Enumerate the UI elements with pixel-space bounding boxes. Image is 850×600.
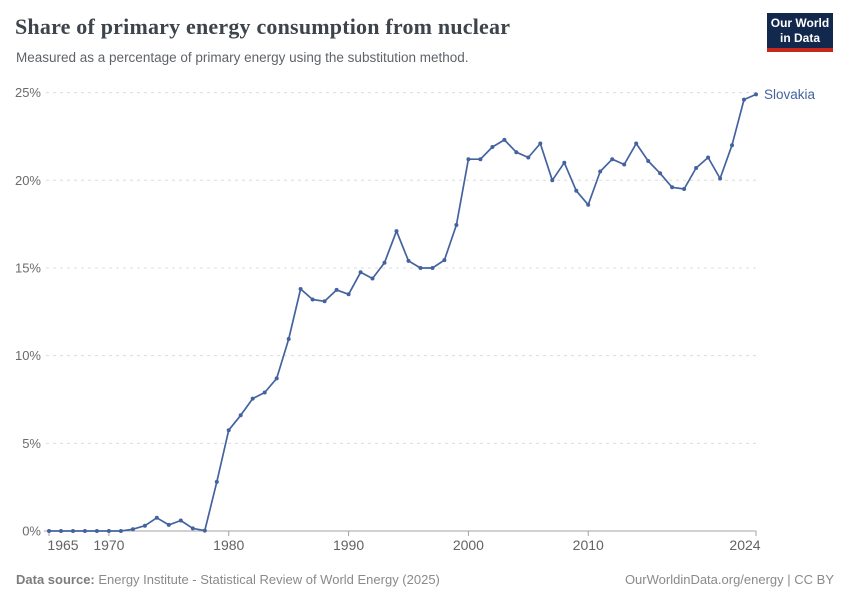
data-point-2009[interactable] (574, 188, 579, 193)
data-point-2021[interactable] (718, 176, 723, 181)
data-point-1979[interactable] (214, 479, 219, 484)
x-axis-tick-label: 2010 (573, 537, 604, 553)
data-point-2016[interactable] (658, 171, 663, 176)
data-point-1983[interactable] (262, 390, 267, 395)
data-point-2018[interactable] (682, 187, 687, 191)
data-point-2020[interactable] (706, 155, 711, 160)
x-axis-tick-label: 2000 (453, 537, 484, 553)
data-point-1974[interactable] (154, 515, 159, 520)
chart-subtitle: Measured as a percentage of primary ener… (16, 50, 469, 65)
y-axis-tick-label: 20% (15, 173, 41, 188)
data-point-2019[interactable] (694, 166, 699, 170)
data-point-2003[interactable] (502, 137, 507, 142)
footer: Data source: Energy Institute - Statisti… (16, 572, 834, 587)
data-point-1971[interactable] (118, 529, 123, 533)
data-point-1966[interactable] (59, 529, 63, 533)
data-point-1992[interactable] (370, 276, 375, 281)
data-point-1978[interactable] (202, 528, 207, 533)
data-point-1986[interactable] (298, 287, 303, 291)
page-title: Share of primary energy consumption from… (15, 14, 511, 39)
data-point-2023[interactable] (742, 97, 746, 102)
data-point-2015[interactable] (646, 159, 651, 163)
data-point-1994[interactable] (394, 229, 399, 234)
data-point-1985[interactable] (286, 337, 291, 341)
x-axis-tick-label: 1980 (213, 537, 244, 553)
series-label-slovakia[interactable]: Slovakia (764, 87, 816, 102)
data-point-2022[interactable] (730, 143, 734, 148)
data-point-2004[interactable] (514, 150, 519, 155)
x-axis-tick-label: 1990 (333, 537, 364, 553)
data-point-1982[interactable] (250, 396, 255, 401)
y-axis-tick-label: 0% (22, 524, 41, 539)
data-point-1967[interactable] (71, 529, 75, 533)
data-point-2007[interactable] (550, 178, 555, 183)
data-source-label: Data source: (16, 572, 95, 587)
y-axis-tick-label: 25% (15, 85, 41, 100)
x-axis-tick-label: 1970 (93, 537, 124, 553)
y-axis-tick-label: 5% (22, 436, 41, 451)
data-point-1976[interactable] (178, 518, 183, 523)
data-point-1972[interactable] (130, 527, 135, 532)
data-point-2017[interactable] (670, 185, 675, 190)
owid-logo-line1: Our World (770, 16, 830, 30)
data-point-1997[interactable] (430, 266, 435, 270)
data-point-1969[interactable] (94, 529, 99, 533)
data-point-2005[interactable] (526, 155, 531, 160)
data-point-1995[interactable] (406, 258, 411, 263)
x-axis-tick-label: 2024 (729, 537, 760, 553)
data-point-1968[interactable] (82, 529, 87, 533)
data-point-1977[interactable] (190, 526, 195, 531)
data-point-1987[interactable] (310, 297, 315, 302)
data-point-2002[interactable] (490, 145, 495, 149)
data-point-1980[interactable] (226, 428, 231, 433)
owid-license-link[interactable]: OurWorldinData.org/energy | CC BY (624, 572, 834, 587)
data-point-1999[interactable] (454, 223, 459, 227)
data-point-1965[interactable] (47, 529, 51, 533)
owid-logo-line2: in Data (779, 30, 820, 45)
data-point-2008[interactable] (562, 160, 567, 165)
data-point-2011[interactable] (598, 169, 603, 174)
data-point-1989[interactable] (334, 287, 339, 292)
y-axis-tick-label: 15% (15, 260, 41, 275)
x-axis-tick-label: 1965 (47, 537, 78, 553)
data-point-1991[interactable] (358, 270, 363, 275)
data-point-2024[interactable] (754, 92, 758, 97)
data-point-2000[interactable] (466, 157, 471, 162)
data-point-1975[interactable] (166, 522, 171, 527)
data-point-2010[interactable] (586, 202, 591, 207)
data-source-note: Data source: Energy Institute - Statisti… (16, 572, 440, 587)
data-line-slovakia (48, 93, 757, 532)
data-point-1998[interactable] (442, 258, 447, 263)
data-source-text: Energy Institute - Statistical Review of… (94, 572, 440, 587)
data-point-2012[interactable] (610, 157, 615, 162)
data-point-1981[interactable] (238, 413, 243, 418)
data-point-2013[interactable] (622, 162, 627, 167)
data-point-1990[interactable] (346, 292, 351, 297)
owid-logo[interactable]: Our World in Data (767, 13, 833, 52)
y-axis-tick-label: 10% (15, 348, 41, 363)
data-point-2001[interactable] (478, 157, 483, 162)
data-point-2006[interactable] (538, 141, 543, 146)
data-point-1993[interactable] (382, 260, 387, 265)
data-point-1973[interactable] (142, 523, 147, 528)
data-point-1988[interactable] (322, 299, 327, 304)
data-point-1996[interactable] (418, 266, 423, 270)
data-point-1984[interactable] (274, 376, 279, 381)
data-point-2014[interactable] (634, 141, 639, 146)
data-point-1970[interactable] (106, 529, 111, 533)
